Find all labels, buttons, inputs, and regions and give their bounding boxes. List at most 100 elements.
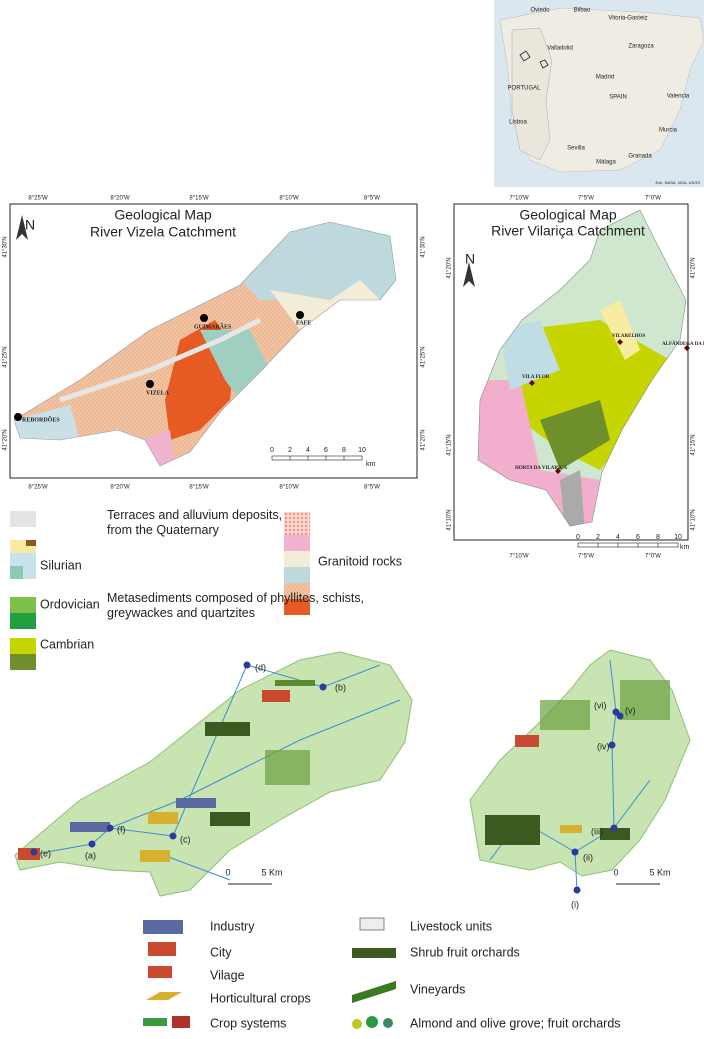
- scale-label: 8: [656, 534, 660, 541]
- sample-point: [106, 824, 114, 832]
- sample-point: [169, 832, 177, 840]
- sample-point-label: (i): [571, 899, 579, 909]
- lon-tick-label: 8°10'W: [279, 196, 299, 202]
- icons: [18, 680, 315, 862]
- lon-tick-label: 7°10'W: [509, 554, 529, 560]
- legend-label: City: [210, 945, 232, 959]
- north-arrow-label: N: [465, 251, 475, 267]
- inset-label: Vitoria-Gasteiz: [608, 16, 647, 22]
- scale-label: 5 Km: [261, 867, 282, 877]
- icons: [485, 680, 670, 845]
- sample-point: [573, 886, 581, 894]
- map-title: Geological Map: [114, 207, 211, 223]
- legend-label: Almond and olive grove; fruit orchards: [410, 1016, 621, 1030]
- inset-label: Valladolid: [547, 46, 573, 52]
- inset-label: Valencia: [667, 94, 690, 100]
- legend-label: Livestock units: [410, 919, 492, 933]
- lat-tick-label: 41°20'N: [447, 257, 453, 278]
- scale-unit: km: [366, 461, 376, 468]
- legend-label: Vineyards: [410, 982, 465, 996]
- sample-point-label: (e): [40, 848, 51, 858]
- scale-label: 8: [342, 447, 346, 454]
- scale-label: 2: [596, 534, 600, 541]
- sample-point: [243, 661, 251, 669]
- sample-point-label: (iv): [597, 741, 610, 751]
- vizela-geology-map: [9, 203, 418, 479]
- lat-tick-label: 41°20'N: [421, 429, 427, 450]
- place-label: ALFÂNDEGA DA FÉ: [662, 341, 704, 347]
- sample-point: [612, 708, 620, 716]
- lon-tick-label: 8°5'W: [364, 485, 380, 491]
- scale-label: 5 Km: [649, 867, 670, 877]
- legend-label: Silurian: [40, 558, 82, 572]
- lon-tick-label: 8°20'W: [110, 485, 130, 491]
- legend-label: Vilage: [210, 968, 245, 982]
- lon-tick-label: 8°20'W: [110, 196, 130, 202]
- sample-point: [30, 848, 38, 856]
- inset-map: [494, 0, 704, 187]
- lon-tick-label: 7°5'W: [578, 196, 594, 202]
- sample-point: [610, 824, 618, 832]
- lon-tick-label: 8°10'W: [279, 485, 299, 491]
- scale-label: 4: [306, 447, 310, 454]
- lat-tick-label: 41°30'N: [3, 236, 9, 257]
- lon-tick-label: 8°15'W: [189, 485, 209, 491]
- lon-tick-label: 7°10'W: [509, 196, 529, 202]
- scale-label: 0: [613, 867, 618, 877]
- legend-label: Granitoid rocks: [318, 554, 402, 568]
- legend-label: Ordovician: [40, 597, 100, 611]
- scale-label: 10: [358, 447, 366, 454]
- lat-tick-label: 41°20'N: [691, 257, 697, 278]
- sample-point-label: (a): [85, 850, 96, 860]
- lon-tick-label: 8°25'W: [28, 485, 48, 491]
- sample-point-label: (v): [625, 705, 636, 715]
- scale-unit: km: [680, 544, 690, 551]
- scale-label: 0: [576, 534, 580, 541]
- map-subtitle: River Vilariça Catchment: [491, 223, 645, 239]
- place-label: FAFE: [296, 320, 311, 326]
- sample-point-label: (ii): [583, 852, 593, 862]
- lat-tick-label: 41°10'N: [691, 509, 697, 530]
- lon-tick-label: 7°0'W: [645, 196, 661, 202]
- sample-point-label: (c): [180, 834, 191, 844]
- sample-point: [571, 848, 579, 856]
- lat-tick-label: 41°15'N: [691, 434, 697, 455]
- north-arrow-label: N: [25, 217, 35, 233]
- inset-label: Madrid: [596, 75, 614, 81]
- scale-label: 10: [674, 534, 682, 541]
- inset-label: Granada: [628, 154, 652, 160]
- legend-label: Horticultural crops: [210, 991, 311, 1005]
- scale-label: 6: [636, 534, 640, 541]
- place-label: GUIMARÃES: [194, 322, 232, 330]
- legend-label: Metasediments composed of phyllites, sch…: [107, 591, 364, 620]
- scale-label: 0: [270, 447, 274, 454]
- place-label: VILARELHOS: [612, 334, 646, 339]
- legend-label: Industry: [210, 919, 255, 933]
- inset-label: Murcia: [659, 128, 678, 134]
- geology-legend: [10, 511, 310, 670]
- lat-tick-label: 41°10'N: [447, 509, 453, 530]
- inset-label: SPAIN: [609, 95, 627, 101]
- inset-label: Bilbao: [574, 8, 591, 14]
- sample-point-label: (b): [335, 682, 346, 692]
- sample-point: [319, 683, 327, 691]
- inset-label: Sevilla: [567, 146, 585, 152]
- lon-tick-label: 8°5'W: [364, 196, 380, 202]
- place-label: VIZELA: [146, 390, 170, 396]
- lon-tick-label: 8°15'W: [189, 196, 209, 202]
- legend-label: Terraces and alluvium deposits, from the …: [107, 508, 282, 537]
- attribution: Esri, NASA, NGA, USGS: [656, 180, 701, 185]
- lon-tick-label: 7°0'W: [645, 554, 661, 560]
- lon-tick-label: 7°5'W: [578, 554, 594, 560]
- inset-label: Oviedo: [530, 8, 550, 14]
- legend-label: Crop systems: [210, 1016, 286, 1030]
- map-subtitle: River Vizela Catchment: [90, 224, 236, 240]
- place-label: REBORDÕES: [22, 415, 60, 423]
- map-title: Geological Map: [519, 207, 616, 223]
- inset-label: Lisboa: [509, 120, 527, 126]
- vilarica-geology-map: [453, 203, 690, 548]
- inset-label: Zaragoza: [628, 44, 654, 50]
- legend-label: Shrub fruit orchards: [410, 945, 520, 959]
- scale-bar: [271, 455, 363, 461]
- sample-point: [608, 741, 616, 749]
